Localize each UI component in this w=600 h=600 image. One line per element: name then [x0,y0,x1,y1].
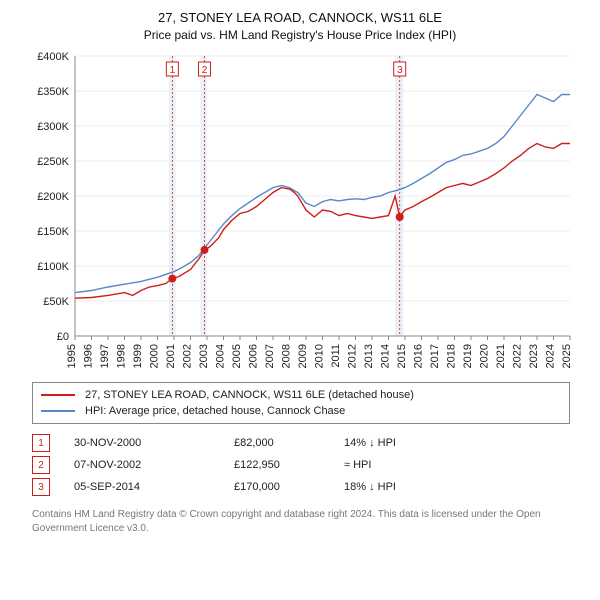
svg-text:£150K: £150K [37,226,69,238]
legend-label: 27, STONEY LEA ROAD, CANNOCK, WS11 6LE (… [85,389,414,401]
svg-text:2017: 2017 [429,344,441,368]
transaction-table: 1 30-NOV-2000£82,00014% ↓ HPI 2 07-NOV-2002… [32,432,552,498]
tx-relation: ≈ HPI [344,459,371,471]
chart-subtitle: Price paid vs. HM Land Registry's House … [0,28,600,42]
tx-relation: 14% ↓ HPI [344,437,396,449]
series-price_paid [75,144,570,299]
series-hpi [75,95,570,293]
sale-marker [396,213,404,221]
tx-date: 05-SEP-2014 [74,481,234,493]
legend-swatch [41,394,75,396]
legend: 27, STONEY LEA ROAD, CANNOCK, WS11 6LE (… [32,382,570,424]
svg-text:2015: 2015 [396,344,408,368]
svg-text:1995: 1995 [66,344,78,368]
tx-date: 30-NOV-2000 [74,437,234,449]
tx-date: 07-NOV-2002 [74,459,234,471]
svg-text:2003: 2003 [198,344,210,368]
legend-row: HPI: Average price, detached house, Cann… [41,403,561,419]
legend-label: HPI: Average price, detached house, Cann… [85,405,345,417]
svg-text:2013: 2013 [363,344,375,368]
svg-text:2021: 2021 [495,344,507,368]
svg-text:2011: 2011 [330,344,342,368]
svg-text:1997: 1997 [99,344,111,368]
tx-price: £82,000 [234,437,344,449]
svg-text:2014: 2014 [380,344,392,368]
svg-text:2025: 2025 [561,344,573,368]
svg-text:2020: 2020 [479,344,491,368]
svg-text:2022: 2022 [512,344,524,368]
svg-text:2006: 2006 [248,344,260,368]
svg-text:2: 2 [202,65,208,76]
svg-text:3: 3 [397,65,403,76]
tx-number-box: 2 [32,456,50,474]
sale-marker [168,275,176,283]
sale-marker [201,246,209,254]
svg-text:2002: 2002 [182,344,194,368]
legend-row: 27, STONEY LEA ROAD, CANNOCK, WS11 6LE (… [41,387,561,403]
svg-text:2016: 2016 [413,344,425,368]
svg-text:£50K: £50K [43,296,69,308]
svg-text:2024: 2024 [545,344,557,368]
svg-text:2009: 2009 [297,344,309,368]
legend-swatch [41,410,75,412]
tx-relation: 18% ↓ HPI [344,481,396,493]
svg-text:1996: 1996 [83,344,95,368]
svg-text:2005: 2005 [231,344,243,368]
svg-text:2023: 2023 [528,344,540,368]
svg-text:2010: 2010 [314,344,326,368]
svg-text:2008: 2008 [281,344,293,368]
svg-text:£300K: £300K [37,121,69,133]
transaction-row: 2 07-NOV-2002£122,950≈ HPI [32,454,552,476]
attribution-text: Contains HM Land Registry data © Crown c… [32,508,572,535]
svg-text:2001: 2001 [165,344,177,368]
page: { "title": "27, STONEY LEA ROAD, CANNOCK… [0,10,600,600]
svg-text:2000: 2000 [149,344,161,368]
svg-text:£100K: £100K [37,261,69,273]
tx-price: £122,950 [234,459,344,471]
svg-text:£0: £0 [57,331,69,343]
svg-text:1999: 1999 [132,344,144,368]
svg-text:2007: 2007 [264,344,276,368]
svg-text:1: 1 [170,65,176,76]
tx-number-box: 3 [32,478,50,496]
svg-text:2018: 2018 [446,344,458,368]
svg-text:£250K: £250K [37,156,69,168]
transaction-row: 3 05-SEP-2014£170,00018% ↓ HPI [32,476,552,498]
transaction-row: 1 30-NOV-2000£82,00014% ↓ HPI [32,432,552,454]
svg-text:£400K: £400K [37,51,69,63]
svg-text:1998: 1998 [116,344,128,368]
svg-text:2012: 2012 [347,344,359,368]
svg-text:2019: 2019 [462,344,474,368]
price-chart: £0 £50K £100K £150K £200K £250K £300K £350K £400… [20,46,580,376]
tx-number-box: 1 [32,434,50,452]
svg-text:2004: 2004 [215,344,227,368]
tx-price: £170,000 [234,481,344,493]
chart-title: 27, STONEY LEA ROAD, CANNOCK, WS11 6LE [0,10,600,25]
svg-text:£350K: £350K [37,86,69,98]
svg-text:£200K: £200K [37,191,69,203]
